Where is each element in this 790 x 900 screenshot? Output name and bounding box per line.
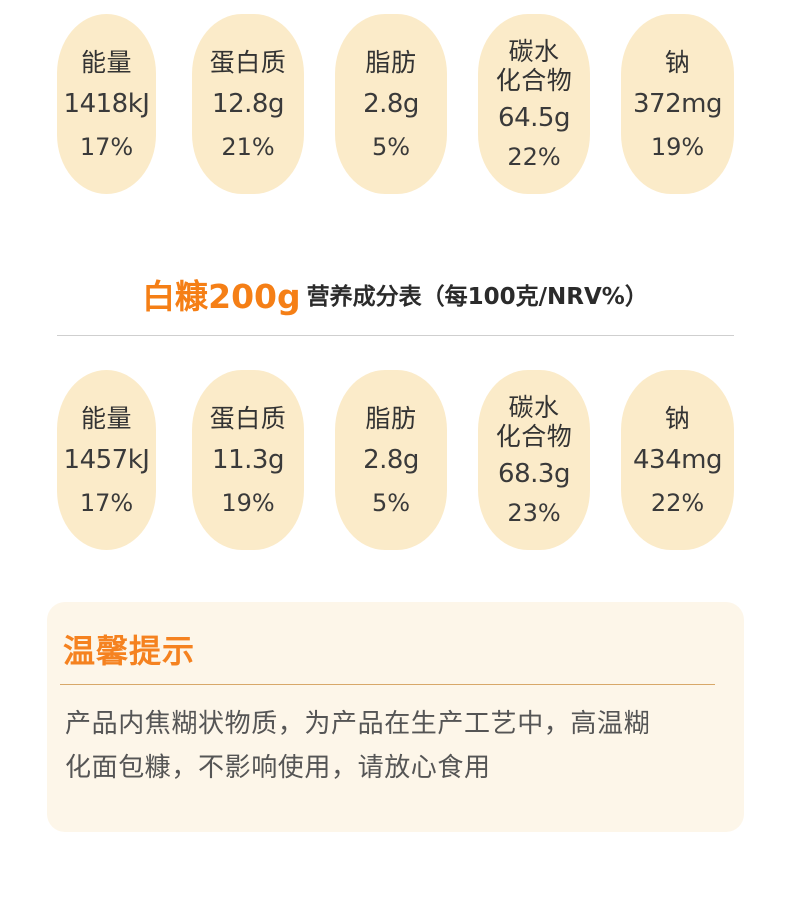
nutrient-energy: 能量 1457kJ 17%	[57, 370, 156, 550]
tip-title: 温馨提示	[63, 632, 196, 670]
nutrient-amount: 12.8g	[212, 88, 284, 119]
nutrition-row-1: 能量 1418kJ 17% 蛋白质 12.8g 21% 脂肪 2.8g 5% 碳…	[0, 14, 790, 194]
section-title-rest: 营养成分表（每100克/NRV%）	[306, 284, 648, 310]
nutrient-fat: 脂肪 2.8g 5%	[335, 370, 447, 550]
nutrient-nrv: 22%	[507, 143, 561, 171]
nutrient-name-line1: 碳水	[508, 393, 560, 422]
nutrient-name: 钠	[664, 47, 691, 77]
nutrient-name-line2: 化合物	[495, 422, 573, 451]
nutrient-name-line2: 化合物	[495, 66, 573, 95]
nutrient-nrv: 22%	[650, 488, 705, 517]
section-title: 白糠200g 营养成分表（每100克/NRV%）	[0, 270, 790, 320]
nutrient-name-line1: 碳水	[508, 37, 560, 66]
nutrient-name: 蛋白质	[209, 403, 287, 433]
section-divider	[57, 335, 734, 336]
nutrient-name: 脂肪	[365, 47, 417, 77]
nutrient-sodium: 钠 372mg 19%	[621, 14, 734, 194]
nutrient-carbohydrate: 碳水 化合物 68.3g 23%	[478, 370, 590, 550]
nutrient-amount: 372mg	[633, 88, 722, 119]
nutrient-amount: 68.3g	[498, 459, 570, 489]
nutrient-fat: 脂肪 2.8g 5%	[335, 14, 447, 194]
tip-box: 温馨提示 产品内焦糊状物质，为产品在生产工艺中，高温糊 化面包糠，不影响使用，请…	[47, 602, 744, 832]
nutrient-sodium: 钠 434mg 22%	[621, 370, 734, 550]
tip-text: 产品内焦糊状物质，为产品在生产工艺中，高温糊 化面包糠，不影响使用，请放心食用	[65, 702, 715, 790]
nutrient-amount: 2.8g	[363, 88, 419, 119]
section-title-highlight: 白糠200g	[142, 277, 301, 316]
nutrient-nrv: 17%	[79, 488, 134, 517]
nutrient-nrv: 21%	[221, 132, 275, 161]
nutrient-protein: 蛋白质 12.8g 21%	[192, 14, 304, 194]
nutrient-name: 蛋白质	[209, 47, 287, 77]
nutrient-amount: 434mg	[633, 444, 722, 475]
nutrient-nrv: 5%	[371, 132, 411, 161]
nutrient-amount: 64.5g	[498, 103, 570, 133]
tip-divider	[60, 684, 715, 685]
nutrient-carbohydrate: 碳水 化合物 64.5g 22%	[478, 14, 590, 194]
tip-text-line-2: 化面包糠，不影响使用，请放心食用	[65, 753, 491, 783]
nutrient-protein: 蛋白质 11.3g 19%	[192, 370, 304, 550]
nutrient-nrv: 23%	[507, 499, 561, 527]
nutrient-amount: 1418kJ	[63, 88, 150, 119]
nutrient-amount: 2.8g	[363, 444, 419, 475]
nutrient-nrv: 5%	[371, 488, 411, 517]
nutrient-amount: 11.3g	[212, 444, 284, 475]
nutrition-row-2: 能量 1457kJ 17% 蛋白质 11.3g 19% 脂肪 2.8g 5% 碳…	[0, 370, 790, 550]
nutrient-energy: 能量 1418kJ 17%	[57, 14, 156, 194]
nutrient-nrv: 19%	[221, 488, 275, 517]
nutrient-nrv: 17%	[79, 132, 134, 161]
nutrient-name: 钠	[664, 403, 691, 433]
nutrient-nrv: 19%	[650, 132, 705, 161]
nutrient-amount: 1457kJ	[63, 444, 150, 475]
nutrient-name: 脂肪	[365, 403, 417, 433]
tip-text-line-1: 产品内焦糊状物质，为产品在生产工艺中，高温糊	[65, 709, 651, 739]
nutrient-name: 能量	[80, 47, 132, 77]
nutrient-name: 能量	[80, 403, 132, 433]
